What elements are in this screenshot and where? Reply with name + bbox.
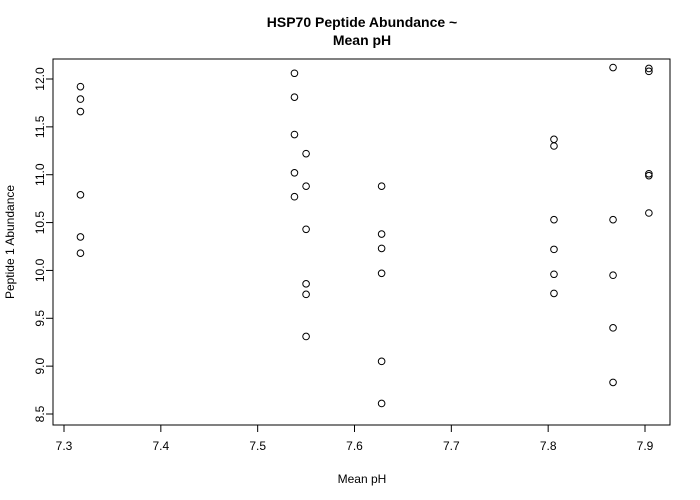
- data-point: [290, 130, 299, 139]
- data-point: [76, 107, 85, 116]
- data-point: [302, 182, 310, 190]
- data-point: [377, 357, 386, 366]
- data-point: [76, 95, 85, 103]
- data-point: [302, 332, 310, 341]
- data-point: [550, 135, 558, 144]
- data-point: [550, 245, 558, 254]
- data-point: [377, 230, 386, 238]
- data-point: [76, 249, 85, 257]
- chart-title-line-1: HSP70 Peptide Abundance ~: [267, 14, 457, 30]
- y-axis: 8.5 9.0 9.5 10.0 10.5 11.0 11.5 12.0: [33, 67, 53, 422]
- data-point: [645, 169, 653, 178]
- x-tick-label: 7.8: [540, 439, 557, 453]
- data-point: [302, 280, 310, 288]
- data-point: [76, 191, 85, 199]
- data-point: [609, 324, 617, 332]
- data-point: [377, 244, 386, 253]
- data-points: [76, 63, 653, 408]
- x-tick-label: 7.5: [249, 439, 266, 453]
- y-tick-label: 10.5: [33, 211, 47, 235]
- y-tick-label: 10.0: [33, 258, 47, 282]
- y-tick-label: 12.0: [33, 67, 47, 91]
- data-point: [377, 269, 386, 278]
- chart-title-line-2: Mean pH: [333, 32, 391, 48]
- y-tick-label: 9.0: [33, 357, 47, 374]
- data-point: [290, 69, 299, 78]
- data-point: [645, 64, 653, 73]
- x-axis: 7.3 7.4 7.5 7.6 7.7 7.8 7.9: [56, 425, 654, 453]
- data-point: [302, 225, 310, 234]
- x-tick-label: 7.3: [56, 439, 73, 453]
- x-axis-label: Mean pH: [338, 472, 387, 486]
- data-point: [609, 378, 617, 387]
- data-point: [302, 149, 310, 158]
- x-tick-label: 7.6: [346, 439, 363, 453]
- data-point: [550, 215, 558, 224]
- data-point: [290, 192, 299, 201]
- x-tick-label: 7.7: [443, 439, 460, 453]
- y-tick-label: 8.5: [33, 405, 47, 422]
- data-point: [645, 171, 653, 180]
- y-tick-label: 11.0: [33, 163, 47, 186]
- data-point: [550, 289, 558, 298]
- data-point: [609, 271, 617, 280]
- y-tick-label: 11.5: [33, 115, 47, 138]
- data-point: [645, 67, 653, 76]
- data-point: [76, 233, 85, 241]
- data-point: [609, 63, 617, 72]
- data-point: [550, 142, 558, 150]
- data-point: [377, 399, 386, 408]
- data-point: [290, 169, 299, 177]
- data-point: [550, 270, 558, 279]
- data-point: [290, 93, 299, 101]
- data-point: [609, 215, 617, 224]
- plot-frame: [52, 58, 671, 426]
- y-tick-label: 9.5: [33, 310, 47, 327]
- y-axis-label: Peptide 1 Abundance: [3, 185, 17, 299]
- data-point: [645, 209, 653, 217]
- data-point: [76, 82, 85, 91]
- x-tick-label: 7.4: [152, 439, 169, 453]
- data-point: [377, 182, 386, 190]
- data-point: [302, 290, 310, 299]
- x-tick-label: 7.9: [637, 439, 654, 453]
